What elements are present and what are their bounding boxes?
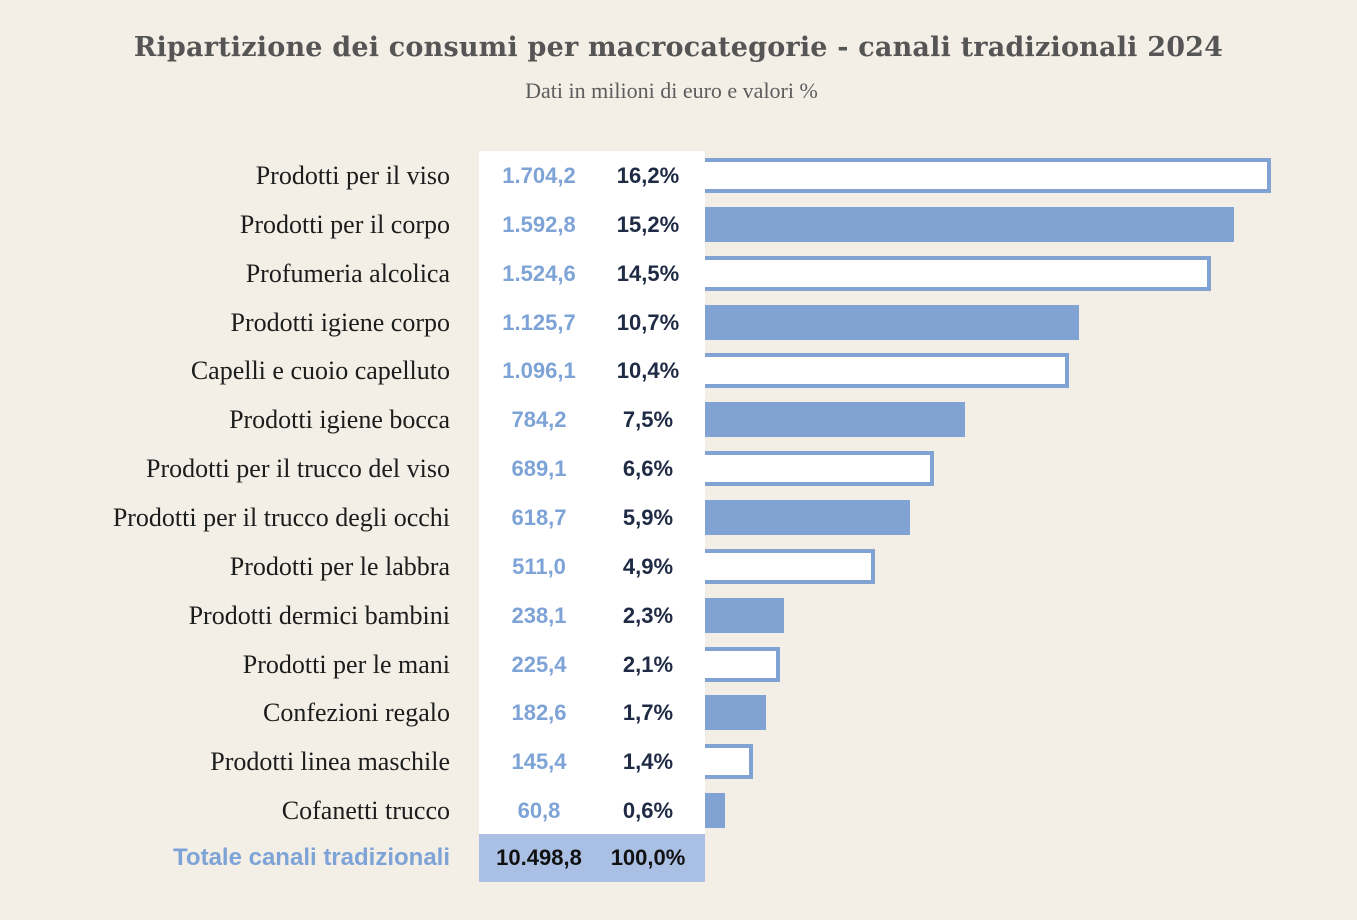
category-label: Prodotti per il trucco del viso [145, 454, 450, 484]
percent-label: 0,6% [622, 798, 674, 824]
value-label: 1.524,6 [502, 260, 576, 286]
category-label: Profumeria alcolica [245, 258, 450, 288]
bar [705, 695, 766, 731]
percent-label: 5,9% [622, 504, 674, 530]
bar [705, 206, 1234, 242]
percent-label: 14,5% [616, 260, 680, 286]
percent-label: 1,7% [622, 700, 674, 726]
percent-label: 10,7% [616, 309, 680, 335]
value-label: 145,4 [511, 749, 567, 775]
chart-title: Ripartizione dei consumi per macrocatego… [133, 32, 1224, 63]
percent-label: 10,4% [616, 358, 680, 384]
percent-label: 7,5% [622, 407, 674, 433]
category-label: Capelli e cuoio capelluto [190, 356, 450, 386]
chart-subtitle: Dati in milioni di euro e valori % [525, 78, 818, 103]
bar [705, 744, 753, 780]
percent-label: 1,4% [622, 749, 674, 775]
bar [705, 499, 910, 535]
value-label: 1.096,1 [502, 358, 576, 384]
value-label: 511,0 [512, 553, 566, 579]
bar [705, 158, 1271, 193]
category-label: Confezioni regalo [263, 698, 450, 728]
value-label: 1.125,7 [502, 309, 576, 335]
total-value: 10.498,8 [496, 845, 582, 870]
value-label: 689,1 [511, 456, 567, 482]
category-label: Prodotti per il corpo [239, 209, 450, 239]
value-label: 1.704,2 [502, 163, 576, 188]
category-label: Prodotti igiene corpo [230, 307, 450, 337]
bar [705, 646, 780, 682]
category-label: Prodotti per il viso [255, 161, 450, 190]
value-label: 225,4 [511, 651, 567, 677]
category-label: Prodotti per il trucco degli occhi [112, 502, 450, 532]
bar [705, 402, 965, 438]
percent-label: 6,6% [622, 456, 674, 482]
category-label: Prodotti linea maschile [210, 747, 450, 777]
percent-label: 16,2% [616, 163, 680, 188]
total-row-background [479, 834, 705, 882]
category-label: Prodotti igiene bocca [229, 405, 450, 435]
total-percent: 100,0% [610, 845, 686, 870]
value-label: 182,6 [511, 700, 567, 726]
value-label: 60,8 [517, 798, 561, 824]
category-label: Prodotti dermici bambini [188, 600, 450, 630]
percent-label: 2,3% [622, 602, 674, 628]
bar [705, 451, 934, 487]
percent-label: 15,2% [616, 211, 680, 237]
category-label: Prodotti per le mani [242, 649, 450, 679]
value-label: 784,2 [511, 407, 567, 433]
percent-label: 4,9% [622, 553, 674, 579]
percent-label: 2,1% [622, 651, 674, 677]
value-label: 238,1 [511, 602, 567, 628]
bar [705, 255, 1211, 291]
value-label: 618,7 [511, 504, 567, 530]
bar [705, 597, 784, 633]
total-label: Totale canali tradizionali [173, 844, 450, 871]
bar [705, 548, 875, 584]
bar [705, 304, 1079, 340]
bar [705, 793, 725, 829]
value-label: 1.592,8 [502, 211, 576, 237]
category-label: Prodotti per le labbra [229, 551, 450, 581]
category-label: Cofanetti trucco [281, 796, 450, 826]
bar [705, 353, 1069, 389]
values-column-background [479, 151, 705, 834]
